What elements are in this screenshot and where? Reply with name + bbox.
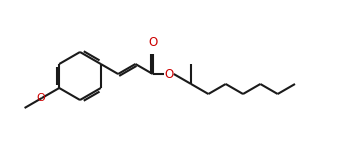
- Text: O: O: [164, 68, 174, 81]
- Text: O: O: [36, 93, 45, 103]
- Text: O: O: [148, 36, 157, 49]
